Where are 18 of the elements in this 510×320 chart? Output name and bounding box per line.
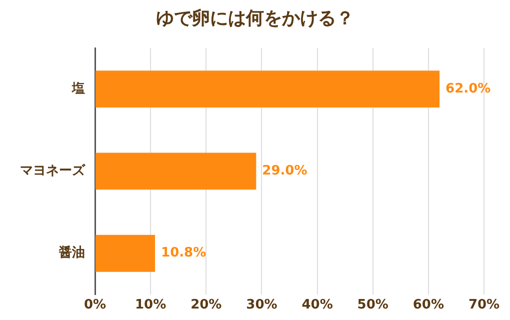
x-tick-label: 50% [357, 298, 388, 313]
bar [96, 152, 256, 190]
y-tick-label: 醤油 [58, 244, 85, 261]
x-tick-label: 70% [468, 298, 500, 313]
x-tick-label: 20% [190, 298, 222, 313]
y-tick-label: 塩 [71, 81, 85, 96]
x-tick-label: 40% [302, 298, 333, 313]
y-tick-label: マヨネーズ [20, 164, 86, 179]
chart-title: ゆで卵には何をかける？ [155, 7, 355, 30]
x-tick-label: 10% [135, 298, 166, 313]
x-tick-label: 0% [84, 298, 106, 313]
x-tick-label: 60% [412, 298, 444, 313]
bar [96, 234, 156, 272]
data-label: 62.0% [446, 81, 491, 96]
bar [96, 70, 440, 108]
x-tick-label: 30% [246, 298, 278, 313]
data-label: 29.0% [262, 164, 308, 179]
data-label: 10.8% [161, 246, 206, 261]
